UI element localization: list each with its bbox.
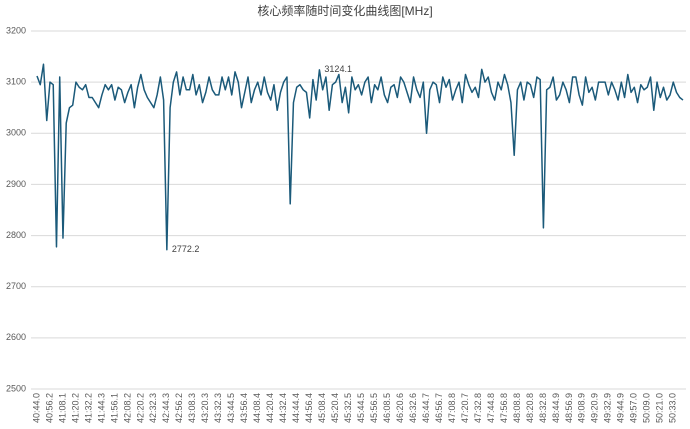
- x-tick-label: 50:33.0: [668, 393, 678, 423]
- x-tick-label: 49:08.9: [577, 393, 587, 423]
- x-tick-label: 46:44.7: [421, 393, 431, 423]
- y-tick-label: 2500: [6, 383, 26, 393]
- x-tick-label: 45:56.5: [369, 393, 379, 423]
- x-tick-label: 49:57.0: [629, 393, 639, 423]
- x-tick-label: 47:20.7: [460, 393, 470, 423]
- y-tick-label: 2900: [6, 179, 26, 189]
- x-tick-label: 42:08.2: [122, 393, 132, 423]
- x-tick-label: 41:20.2: [70, 393, 80, 423]
- x-tick-label: 44:20.4: [265, 393, 275, 423]
- x-tick-label: 43:20.3: [200, 393, 210, 423]
- x-tick-label: 48:32.8: [538, 393, 548, 423]
- x-tick-label: 40:56.2: [44, 393, 54, 423]
- x-tick-label: 47:56.8: [499, 393, 509, 423]
- x-tick-label: 40:44.0: [31, 393, 41, 423]
- x-tick-label: 44:32.4: [278, 393, 288, 423]
- y-tick-label: 2600: [6, 332, 26, 342]
- data-label: 3124.1: [324, 64, 352, 74]
- x-tick-label: 41:56.1: [109, 393, 119, 423]
- x-tick-label: 48:44.9: [551, 393, 561, 423]
- x-tick-label: 49:44.9: [616, 393, 626, 423]
- data-label: 2772.2: [172, 244, 200, 254]
- x-tick-label: 42:32.3: [148, 393, 158, 423]
- x-tick-label: 47:08.8: [447, 393, 457, 423]
- x-tick-label: 44:56.4: [304, 393, 314, 423]
- y-tick-label: 3100: [6, 77, 26, 87]
- x-tick-label: 42:20.2: [135, 393, 145, 423]
- x-tick-label: 47:32.8: [473, 393, 483, 423]
- x-tick-label: 42:56.2: [174, 393, 184, 423]
- x-tick-label: 48:56.9: [564, 393, 574, 423]
- x-tick-label: 43:44.5: [226, 393, 236, 423]
- x-tick-label: 41:44.3: [96, 393, 106, 423]
- y-tick-label: 3000: [6, 128, 26, 138]
- x-tick-label: 50:21.0: [655, 393, 665, 423]
- x-tick-label: 46:32.6: [408, 393, 418, 423]
- x-tick-label: 45:08.4: [317, 393, 327, 423]
- x-tick-label: 45:44.5: [356, 393, 366, 423]
- x-tick-label: 46:20.6: [395, 393, 405, 423]
- x-tick-label: 46:56.7: [434, 393, 444, 423]
- x-tick-label: 49:32.9: [603, 393, 613, 423]
- x-tick-label: 43:56.4: [239, 393, 249, 423]
- x-tick-label: 43:08.3: [187, 393, 197, 423]
- y-tick-label: 2800: [6, 230, 26, 240]
- x-tick-label: 47:44.8: [486, 393, 496, 423]
- x-tick-label: 46:08.5: [382, 393, 392, 423]
- x-tick-label: 48:08.8: [512, 393, 522, 423]
- x-tick-label: 44:44.4: [291, 393, 301, 423]
- data-line: [36, 63, 684, 251]
- y-tick-label: 3200: [6, 25, 26, 35]
- x-tick-label: 43:32.3: [213, 393, 223, 423]
- x-tick-label: 48:20.8: [525, 393, 535, 423]
- y-tick-label: 2700: [6, 281, 26, 291]
- x-tick-label: 45:20.4: [330, 393, 340, 423]
- x-tick-label: 42:44.3: [161, 393, 171, 423]
- x-tick-label: 45:32.5: [343, 393, 353, 423]
- x-tick-label: 41:32.2: [83, 393, 93, 423]
- x-tick-label: 41:08.1: [57, 393, 67, 423]
- x-tick-label: 44:08.4: [252, 393, 262, 423]
- x-tick-label: 50:09.0: [642, 393, 652, 423]
- chart-title: 核心频率随时间变化曲线图[MHz]: [257, 3, 432, 18]
- x-tick-label: 49:20.9: [590, 393, 600, 423]
